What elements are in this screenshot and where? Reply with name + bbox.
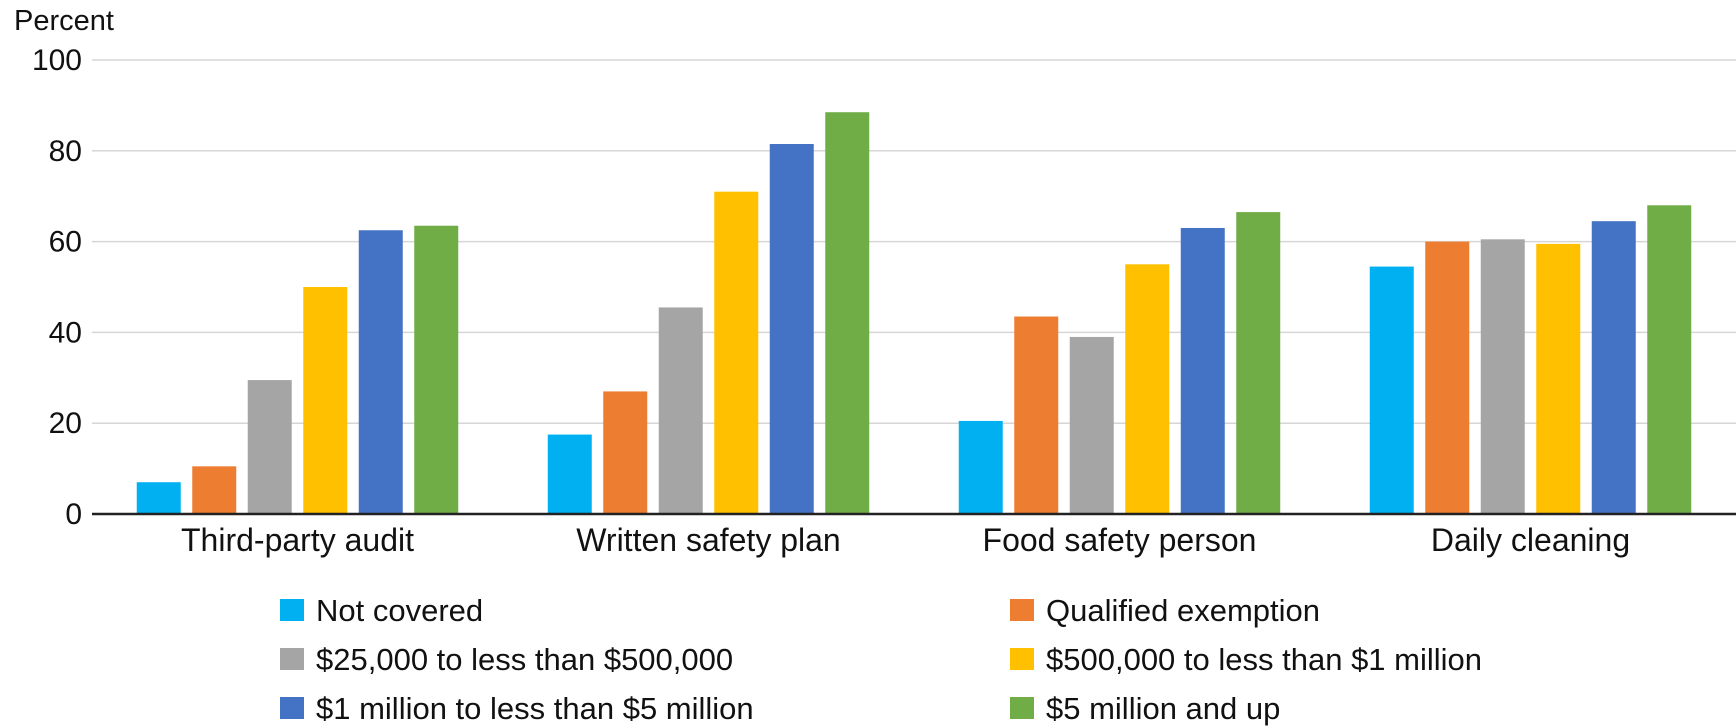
bar: [192, 466, 237, 514]
y-tick-label: 80: [49, 135, 82, 168]
y-tick-label: 0: [65, 498, 82, 531]
legend-label: Not covered: [316, 593, 483, 628]
x-category-label: Third-party audit: [181, 522, 414, 558]
bar: [1480, 239, 1525, 514]
x-category-label: Food safety person: [983, 522, 1257, 558]
x-category-label: Written safety plan: [576, 522, 840, 558]
legend-swatch: [280, 697, 304, 719]
legend-label: $25,000 to less than $500,000: [316, 642, 733, 677]
bar: [136, 482, 181, 514]
bar: [247, 380, 292, 514]
bar: [358, 230, 403, 514]
bar: [547, 434, 592, 514]
bar: [1180, 227, 1225, 515]
legend-label: $5 million and up: [1046, 691, 1280, 726]
bar: [1425, 241, 1470, 514]
bar: [1014, 316, 1059, 514]
x-category-label: Daily cleaning: [1431, 522, 1630, 558]
legend-item: $500,000 to less than $1 million: [1010, 642, 1482, 677]
bar: [1647, 205, 1692, 514]
legend-item: $5 million and up: [1010, 691, 1280, 726]
bar: [658, 307, 703, 514]
legend-item: $1 million to less than $5 million: [280, 691, 754, 726]
bar: [1536, 243, 1581, 514]
legend-item: Not covered: [280, 593, 483, 628]
legend: Not covered Qualified exemption $25,000 to…: [280, 593, 1482, 726]
y-tick-label: 100: [32, 44, 82, 77]
y-axis-ticks: 0 20 40 60 80 100: [32, 44, 82, 531]
bar: [714, 191, 759, 514]
bar: [769, 143, 814, 515]
bar: [1069, 336, 1114, 514]
bar: [1591, 221, 1636, 515]
legend-swatch: [280, 648, 304, 670]
bar: [958, 420, 1003, 514]
legend-label: $500,000 to less than $1 million: [1046, 642, 1482, 677]
legend-swatch: [1010, 697, 1034, 719]
bars: [136, 112, 1692, 515]
y-axis-label: Percent: [14, 5, 114, 37]
bar: [1125, 264, 1170, 514]
bar: [303, 287, 348, 514]
legend-swatch: [1010, 599, 1034, 621]
legend-label: $1 million to less than $5 million: [316, 691, 754, 726]
y-tick-label: 40: [49, 316, 82, 349]
y-tick-label: 60: [49, 226, 82, 259]
legend-item: $25,000 to less than $500,000: [280, 642, 733, 677]
x-axis-categories: Third-party audit Written safety plan Food…: [181, 522, 1630, 558]
legend-swatch: [1010, 648, 1034, 670]
bar: [1236, 212, 1281, 514]
bar: [414, 225, 459, 514]
y-tick-label: 20: [49, 407, 82, 440]
legend-item: Qualified exemption: [1010, 593, 1320, 628]
legend-swatch: [280, 599, 304, 621]
bar: [1369, 266, 1414, 514]
bar: [603, 391, 648, 514]
legend-label: Qualified exemption: [1046, 593, 1320, 628]
bar: [825, 112, 870, 515]
